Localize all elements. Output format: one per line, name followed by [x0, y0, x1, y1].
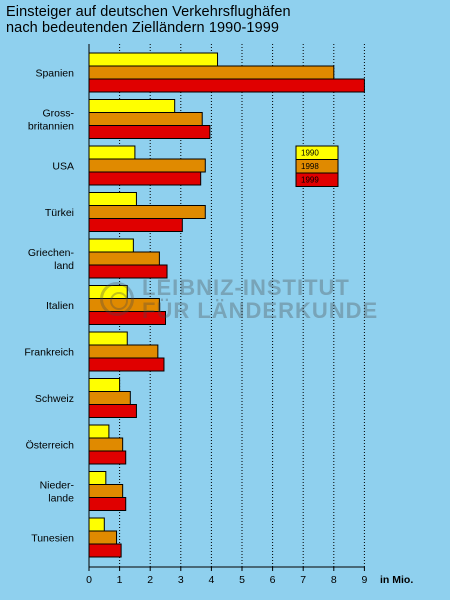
category-label: Griechen-land — [28, 247, 75, 272]
bar-1990 — [88, 331, 128, 346]
bar-1998 — [88, 65, 335, 80]
category-label: Türkei — [45, 207, 74, 219]
category-label: Spanien — [35, 68, 74, 80]
chart-title-line-2: nach bedeutenden Zielländern 1990-1999 — [6, 20, 280, 36]
x-tick-label: 0 — [86, 574, 92, 586]
legend-label: 1998 — [301, 162, 319, 171]
bar-1999 — [88, 450, 127, 465]
bar-1999 — [88, 171, 202, 186]
bar-1998 — [88, 530, 118, 545]
bar-1998 — [88, 437, 124, 452]
bar-1990 — [88, 471, 107, 485]
category-label: Italien — [46, 300, 74, 312]
x-axis-label: in Mio. — [380, 574, 413, 586]
bar-1999 — [88, 497, 127, 511]
bar-1990 — [88, 99, 176, 113]
bar-1998 — [88, 391, 131, 405]
bar-1990 — [88, 192, 137, 206]
x-tick-label: 7 — [300, 574, 306, 586]
bar-1990 — [88, 285, 128, 299]
category-label: Schweiz — [35, 393, 74, 405]
category-label: Frankreich — [24, 347, 74, 359]
category-label: Österreich — [26, 440, 75, 452]
bar-1999 — [88, 543, 122, 558]
category-label: Gross-britannien — [28, 108, 75, 133]
bar-1998 — [88, 112, 203, 126]
bar-1990 — [88, 238, 134, 253]
bar-1998 — [88, 344, 159, 359]
bar-1990 — [88, 424, 110, 439]
bar-1999 — [88, 125, 211, 139]
category-label: USA — [52, 161, 74, 173]
x-tick-label: 2 — [147, 574, 153, 586]
bar-1998 — [88, 484, 124, 498]
x-tick-label: 9 — [361, 574, 367, 586]
x-tick-label: 5 — [239, 574, 245, 586]
bar-1999 — [88, 218, 183, 232]
bar-1990 — [88, 52, 219, 67]
legend-label: 1999 — [301, 176, 319, 185]
bar-1999 — [88, 404, 137, 418]
bar-1998 — [88, 298, 160, 312]
x-tick-label: 3 — [178, 574, 184, 586]
x-tick-label: 6 — [270, 574, 276, 586]
bar-1998 — [88, 158, 206, 173]
bar-1998 — [88, 251, 160, 266]
x-tick-label: 4 — [208, 574, 214, 586]
bar-1990 — [88, 145, 136, 160]
category-label: Nieder-lande — [40, 480, 75, 505]
category-label: Tunesien — [31, 533, 74, 545]
bar-1999 — [88, 264, 168, 279]
bar-1990 — [88, 517, 105, 532]
x-tick-label: 8 — [331, 574, 337, 586]
legend-label: 1990 — [301, 149, 319, 158]
chart-title-line-1: Einsteiger auf deutschen Verkehrsflughäf… — [6, 4, 291, 20]
bar-1999 — [88, 311, 166, 325]
bar-1999 — [88, 357, 165, 372]
bar-1998 — [88, 205, 206, 219]
legend-swatch-1999 — [295, 172, 339, 187]
x-tick-label: 1 — [117, 574, 123, 586]
bar-1999 — [88, 78, 365, 93]
bar-1990 — [88, 378, 121, 392]
chart-title: Einsteiger auf deutschen Verkehrsflughäf… — [6, 4, 291, 36]
